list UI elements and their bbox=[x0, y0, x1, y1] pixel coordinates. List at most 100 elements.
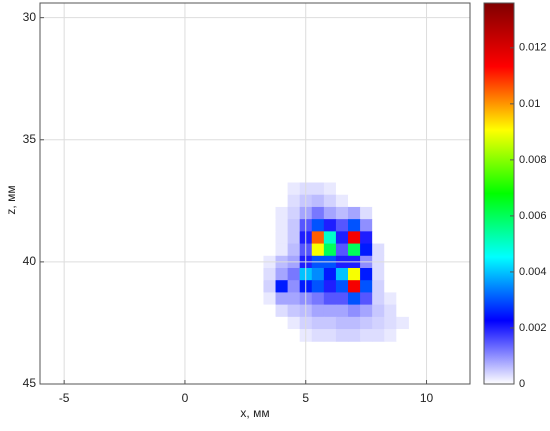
heatmap-cell bbox=[335, 329, 349, 342]
heatmap-cell bbox=[335, 231, 349, 245]
heatmap-cell bbox=[360, 194, 373, 208]
heatmap-cell bbox=[396, 292, 409, 306]
heatmap-cell bbox=[251, 316, 264, 330]
heatmap-cell bbox=[287, 316, 301, 330]
heatmap-cell bbox=[384, 182, 397, 196]
heatmap-cell bbox=[323, 304, 337, 318]
heatmap-cell bbox=[384, 280, 397, 293]
heatmap-cell bbox=[263, 219, 277, 232]
heatmap-cell bbox=[275, 304, 289, 318]
heatmap-cell bbox=[311, 243, 325, 257]
heatmap-cell bbox=[396, 267, 409, 281]
heatmap-cell bbox=[311, 206, 325, 220]
heatmap-cell bbox=[275, 280, 289, 293]
heatmap-cell bbox=[360, 231, 373, 245]
heatmap-cell bbox=[287, 243, 301, 257]
heatmap-cell bbox=[348, 329, 361, 342]
heatmap-cell bbox=[335, 316, 349, 330]
heatmap-cell bbox=[251, 194, 264, 208]
heatmap-cell bbox=[348, 182, 361, 196]
heatmap-cell bbox=[275, 329, 289, 342]
y-tick-label: 35 bbox=[23, 132, 37, 146]
heatmap-cell bbox=[251, 243, 264, 257]
heatmap-cell bbox=[251, 292, 264, 306]
heatmap-cell bbox=[287, 194, 301, 208]
y-tick-label: 30 bbox=[23, 10, 37, 24]
heatmap-cell bbox=[348, 243, 361, 257]
heatmap-cell bbox=[335, 206, 349, 220]
y-axis-label: z, мм bbox=[4, 185, 18, 214]
heatmap-cell bbox=[384, 304, 397, 318]
heatmap-cell bbox=[263, 329, 277, 342]
heatmap-cell bbox=[384, 231, 397, 245]
heatmap-cell bbox=[323, 292, 337, 306]
heatmap-cell bbox=[311, 329, 325, 342]
heatmap-cell bbox=[384, 219, 397, 232]
heatmap-cell bbox=[348, 219, 361, 232]
heatmap-cell bbox=[384, 316, 397, 330]
colorbar-tick-label: 0.002 bbox=[519, 322, 547, 334]
heatmap-cell bbox=[335, 182, 349, 196]
heatmap-cell bbox=[263, 206, 277, 220]
heatmap-cell bbox=[335, 243, 349, 257]
heatmap-cell bbox=[251, 219, 264, 232]
heatmap-cell bbox=[372, 316, 385, 330]
heatmap-cell bbox=[287, 280, 301, 293]
heatmap-cell bbox=[251, 267, 264, 281]
heatmap-cell bbox=[372, 329, 385, 342]
heatmap-cell bbox=[384, 329, 397, 342]
heatmap-cell bbox=[251, 182, 264, 196]
heatmap-cell bbox=[323, 182, 337, 196]
heatmap-cell bbox=[372, 292, 385, 306]
heatmap-cell bbox=[251, 329, 264, 342]
heatmap-cell bbox=[251, 231, 264, 245]
heatmap-cell bbox=[372, 231, 385, 245]
heatmap-cell bbox=[311, 231, 325, 245]
heatmap-cell bbox=[360, 243, 373, 257]
heatmap-cell bbox=[275, 194, 289, 208]
heatmap-cell bbox=[275, 231, 289, 245]
heatmap-cell bbox=[275, 206, 289, 220]
heatmap-cell bbox=[275, 267, 289, 281]
heatmap-cell bbox=[251, 206, 264, 220]
heatmap-cell bbox=[311, 194, 325, 208]
heatmap-cell bbox=[348, 292, 361, 306]
heatmap-cell bbox=[311, 267, 325, 281]
heatmap-cell bbox=[263, 267, 277, 281]
heatmap-cell bbox=[275, 243, 289, 257]
heatmap-cell bbox=[348, 304, 361, 318]
heatmap-cell bbox=[396, 316, 409, 330]
heatmap-cell bbox=[335, 304, 349, 318]
colorbar-tick-label: 0.004 bbox=[519, 266, 547, 278]
heatmap-cell bbox=[335, 194, 349, 208]
heatmap-cell bbox=[263, 194, 277, 208]
colorbar-gradient bbox=[483, 2, 515, 385]
heatmap-cell bbox=[396, 243, 409, 257]
heatmap-cell bbox=[335, 267, 349, 281]
heatmap-cell bbox=[384, 206, 397, 220]
heatmap-cell bbox=[348, 194, 361, 208]
colorbar-tick-label: 0.006 bbox=[519, 210, 547, 222]
heatmap-cell bbox=[287, 304, 301, 318]
heatmap-cell bbox=[311, 182, 325, 196]
heatmap-cell bbox=[372, 280, 385, 293]
heatmap-cell bbox=[348, 280, 361, 293]
heatmap-cell bbox=[311, 219, 325, 232]
heatmap-cell bbox=[287, 267, 301, 281]
x-tick-label: 0 bbox=[182, 391, 189, 405]
plot-frame bbox=[39, 2, 471, 385]
heatmap-cell bbox=[396, 231, 409, 245]
heatmap-cell bbox=[384, 243, 397, 257]
heatmap-cell bbox=[275, 316, 289, 330]
heatmap-cell bbox=[360, 316, 373, 330]
heatmap-cell bbox=[323, 231, 337, 245]
y-tick-label: 45 bbox=[23, 376, 37, 390]
colorbar-tick-label: 0.012 bbox=[519, 42, 547, 54]
colorbar-tick-label: 0.008 bbox=[519, 154, 547, 166]
heatmap-cell bbox=[372, 267, 385, 281]
x-tick-label: 10 bbox=[420, 391, 434, 405]
heatmap-cell bbox=[396, 280, 409, 293]
heatmap-cell bbox=[263, 280, 277, 293]
heatmap-cell bbox=[323, 243, 337, 257]
